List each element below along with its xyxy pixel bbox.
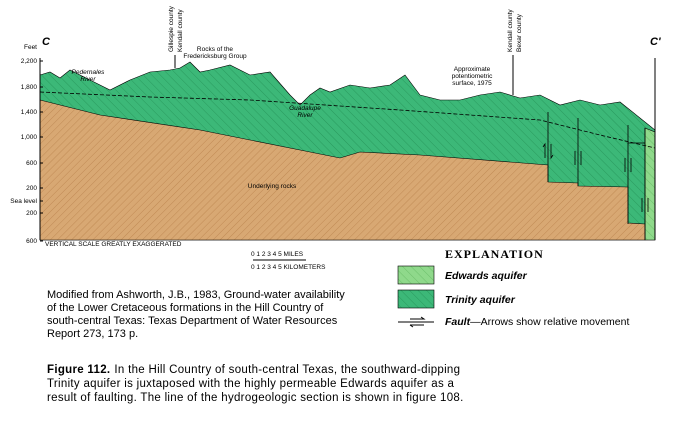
- elevation-label: 1,400: [21, 109, 38, 116]
- edwards-aquifer: [644, 127, 656, 241]
- county-label: Kendall county: [177, 9, 184, 52]
- county-label: Bexar county: [516, 13, 523, 52]
- feature-label: Fredericksburg Group: [183, 53, 247, 60]
- river-label: Guadalupe: [289, 105, 321, 112]
- elevation-label: Sea level: [10, 198, 37, 205]
- caption-line: Figure 112. In the Hill Country of south-…: [47, 364, 460, 376]
- feet-label: Feet: [24, 44, 37, 51]
- caption-line: result of faulting. The line of the hydr…: [47, 392, 464, 404]
- scale-note: VERTICAL SCALE GREATLY EXAGGERATED: [45, 241, 182, 248]
- elevation-label: 200: [26, 210, 37, 217]
- citation-line: of the Lower Cretaceous formations in th…: [47, 302, 324, 314]
- river-label: River: [80, 76, 96, 83]
- legend-fault-text: —Arrows show relative movement: [470, 316, 629, 328]
- feature-label: potentiometric: [452, 73, 494, 80]
- citation-line: Modified from Ashworth, J.B., 1983, Grou…: [47, 289, 345, 301]
- legend-fault-bold: Fault: [445, 316, 471, 328]
- scale-label: 0 1 2 3 4 5 KILOMETERS: [251, 264, 326, 271]
- legend-fault-symbol: [398, 316, 434, 328]
- feature-label: surface, 1975: [452, 80, 492, 87]
- citation-line: Report 273, 173 p.: [47, 328, 138, 340]
- section-label: C': [650, 36, 661, 48]
- fault-arrows: [542, 142, 649, 212]
- elevation-label: 2,200: [21, 58, 38, 65]
- citation-line: south-central Texas: Texas Department of…: [47, 315, 338, 327]
- feature-label: Approximate: [454, 66, 491, 73]
- caption-line: Trinity aquifer is juxtaposed with the h…: [47, 378, 454, 390]
- legend-label: Fault—Arrows show relative movement: [445, 316, 629, 328]
- county-label: Kendall county: [507, 9, 514, 52]
- elevation-label: 1,800: [21, 84, 38, 91]
- feature-label: Rocks of the: [197, 46, 234, 53]
- elevation-label: 1,000: [21, 134, 38, 141]
- elevation-label: 600: [26, 160, 37, 167]
- caption-label: Figure 112.: [47, 364, 110, 376]
- section-label: C: [42, 36, 51, 48]
- scale-label: 0 1 2 3 4 5 MILES: [251, 251, 304, 258]
- river-label: River: [297, 112, 313, 119]
- river-label: Pedernales: [72, 69, 106, 76]
- legend-swatch: [397, 265, 435, 285]
- legend-label: Edwards aquifer: [445, 270, 528, 282]
- elevation-label: 200: [26, 185, 37, 192]
- elevation-label: 600: [26, 238, 37, 245]
- feature-label: Underlying rocks: [248, 183, 297, 190]
- legend-label: Trinity aquifer: [445, 294, 516, 306]
- explanation-title: EXPLANATION: [445, 247, 544, 261]
- faults: [542, 112, 649, 240]
- legend-swatch: [397, 289, 435, 309]
- county-label: Gillespie county: [168, 5, 175, 52]
- potentiometric-surface: [39, 91, 656, 149]
- caption-text: In the Hill Country of south-central Tex…: [114, 364, 460, 376]
- cross-section: [39, 55, 656, 241]
